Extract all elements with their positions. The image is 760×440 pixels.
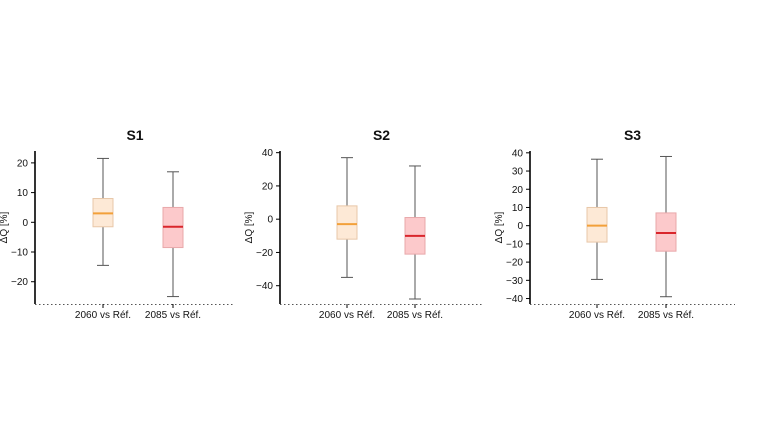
- panel-3-box-2-category-label: 2085 vs Réf.: [638, 310, 694, 321]
- panel-1-ytick-label: 10: [17, 188, 29, 199]
- panel-1-ytick-label: 20: [17, 158, 29, 169]
- panel-3-ytick-label: 30: [512, 167, 524, 178]
- panel-1-ylabel: ΔQ [%]: [0, 211, 10, 243]
- panel-2-ytick-label: −20: [256, 248, 273, 259]
- panel-2-box-1-iqr: [336, 205, 358, 240]
- panel-3-ytick-label: −30: [506, 276, 523, 287]
- panel-3-ytick-label: 20: [512, 185, 524, 196]
- panel-3-ytick-label: 40: [512, 148, 524, 159]
- panel-2-ytick-label: 0: [267, 215, 273, 226]
- panel-2-ytick-label: 40: [262, 148, 274, 159]
- panel-3-box-1-category-label: 2060 vs Réf.: [569, 310, 625, 321]
- panel-2-box-1-category-label: 2060 vs Réf.: [319, 310, 375, 321]
- panel-1-ytick-label: −10: [11, 248, 28, 259]
- panel-1-box-2-category-label: 2085 vs Réf.: [145, 310, 201, 321]
- panel-2-ytick-label: 20: [262, 181, 274, 192]
- panel-1-ytick-label: −20: [11, 277, 28, 288]
- panel-3-ytick-label: 10: [512, 203, 524, 214]
- panel-3-ytick-label: −20: [506, 258, 523, 269]
- panel-1-box-1-category-label: 2060 vs Réf.: [75, 310, 131, 321]
- panel-3-ylabel: ΔQ [%]: [494, 211, 505, 243]
- panel-3-title: S3: [624, 127, 641, 143]
- panel-2-ytick-label: −40: [256, 281, 273, 292]
- panel-1-ytick-label: 0: [22, 218, 28, 229]
- panel-2-ylabel: ΔQ [%]: [244, 211, 255, 243]
- panel-2-title: S2: [373, 127, 390, 143]
- panel-3-ytick-label: 0: [517, 221, 523, 232]
- panel-1-title: S1: [126, 127, 143, 143]
- panel-3-ytick-label: −40: [506, 294, 523, 305]
- panel-2-box-2-category-label: 2085 vs Réf.: [387, 310, 443, 321]
- panel-3-ytick-label: −10: [506, 239, 523, 250]
